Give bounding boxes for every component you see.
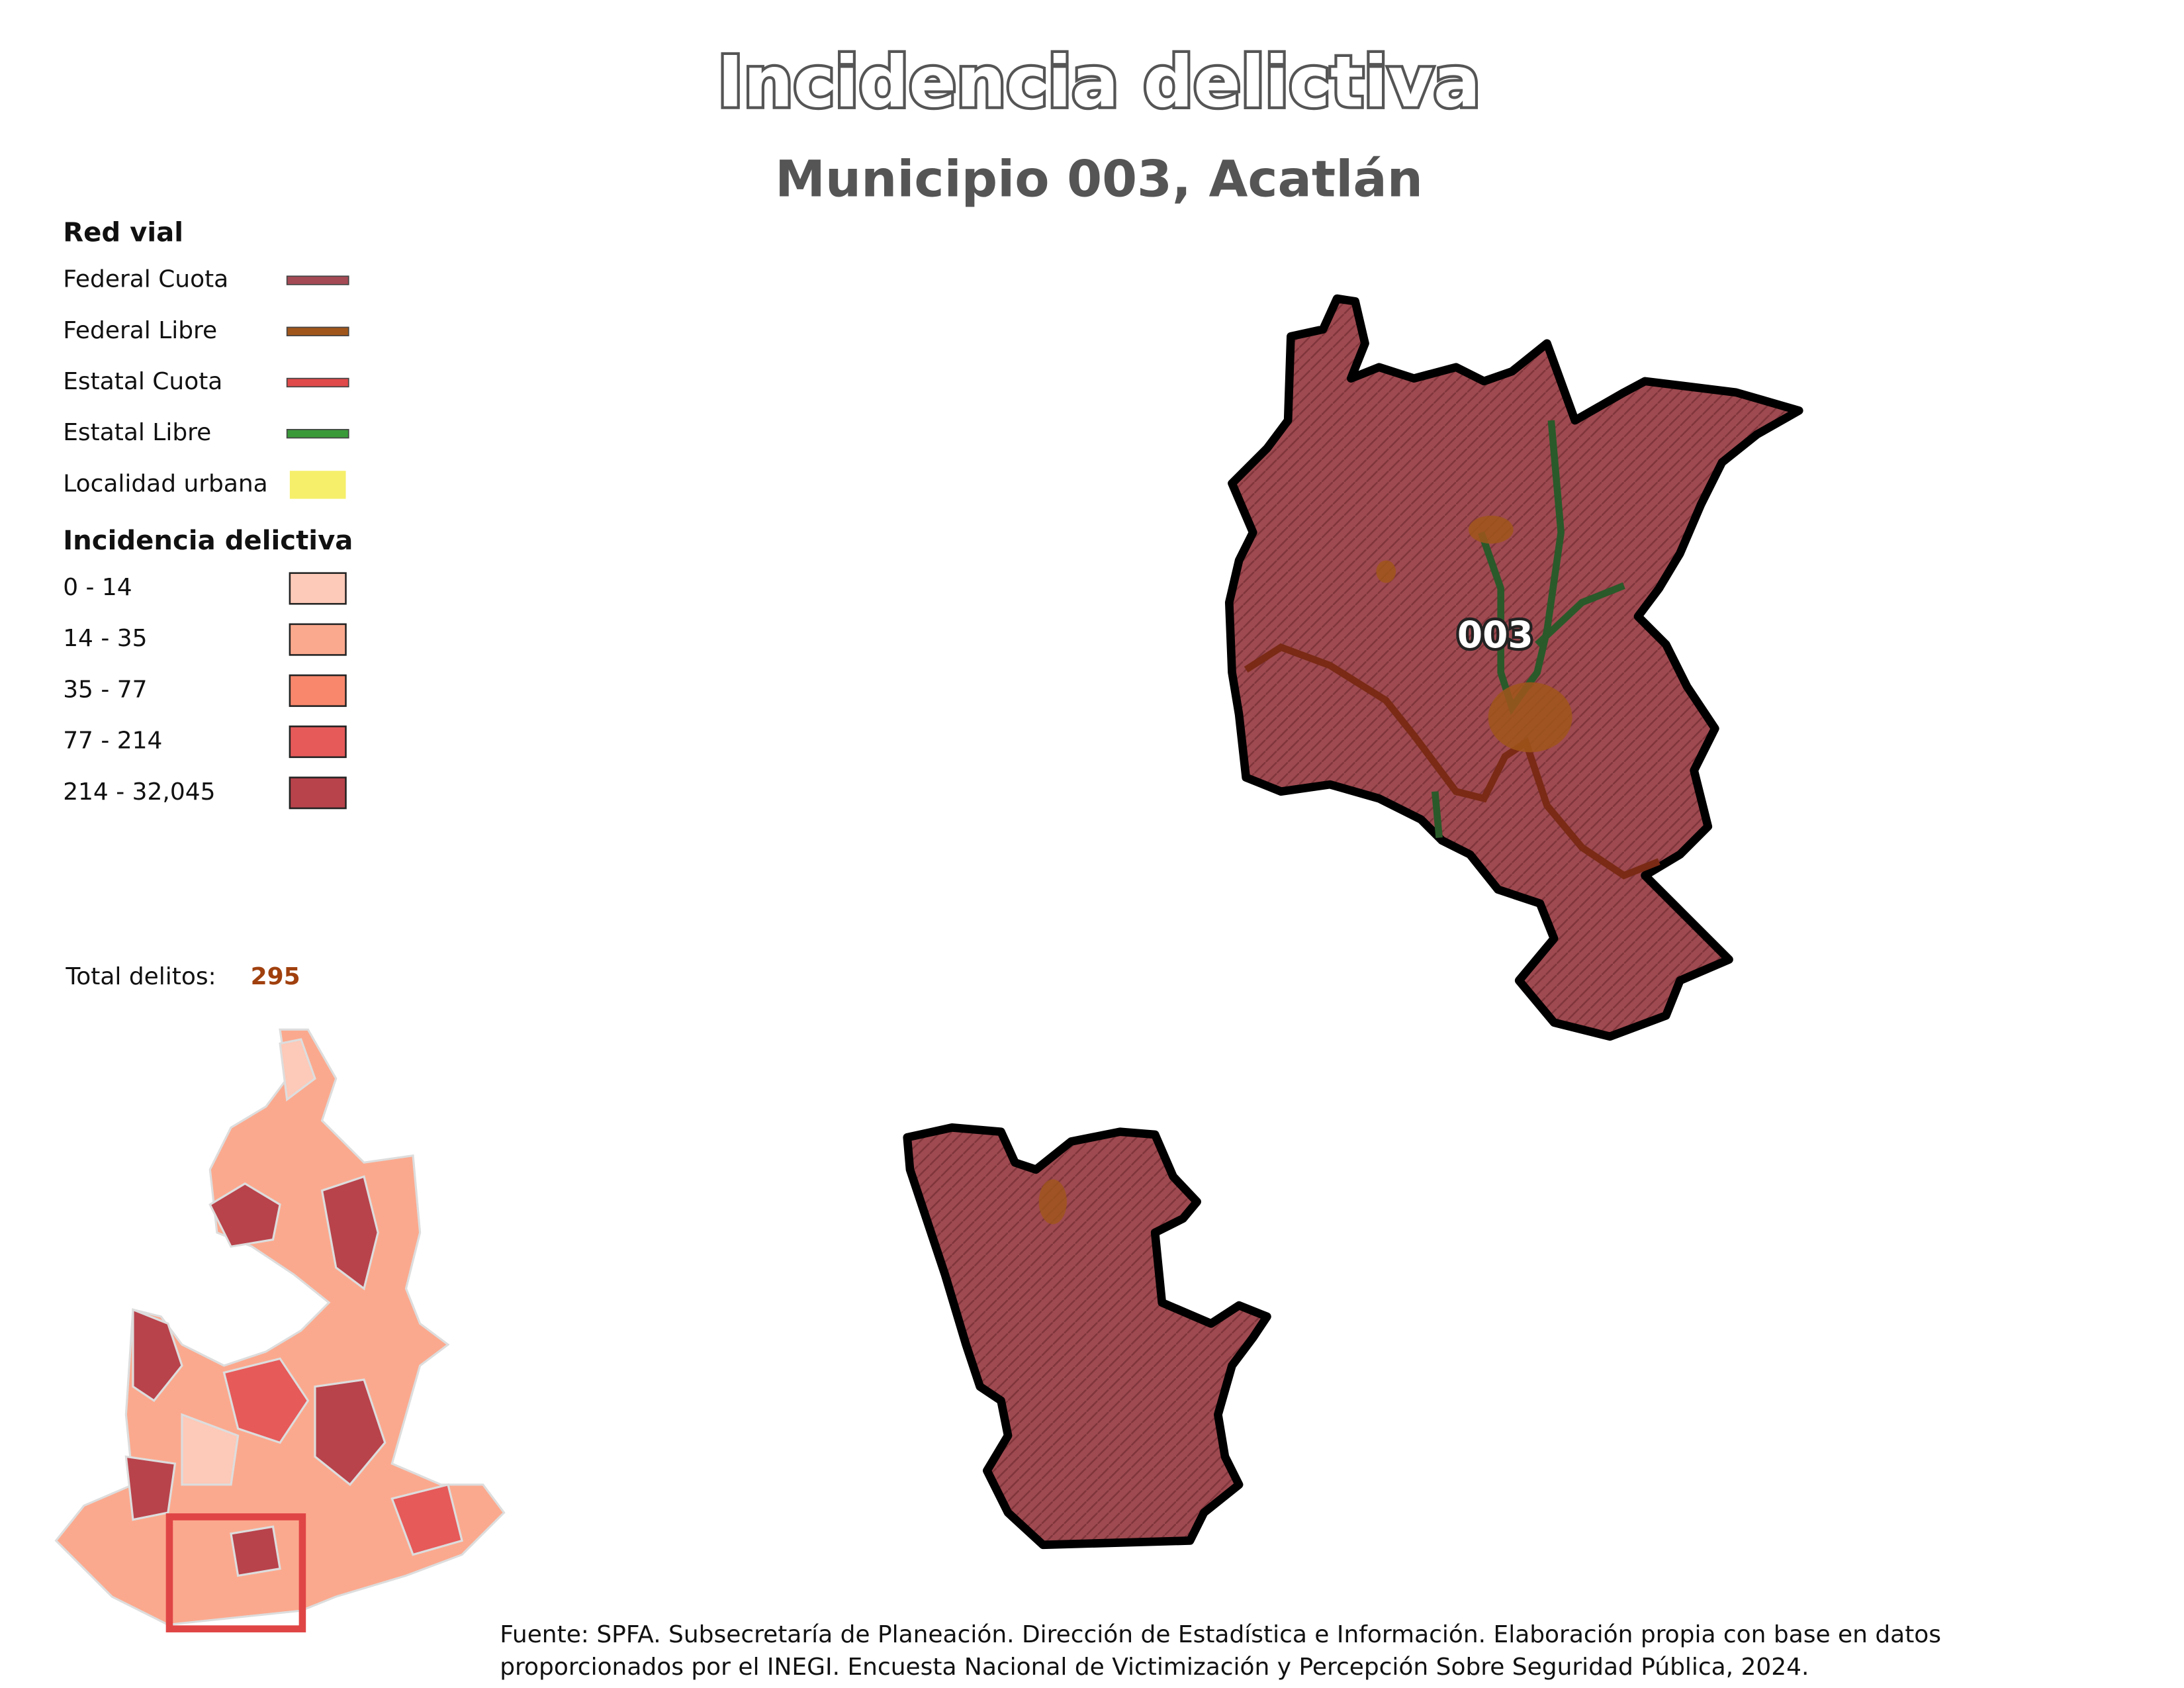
urban-area [1376,560,1396,583]
municipality-area [1224,294,1803,1041]
municipality-label: 003 [1457,614,1533,656]
legend-swatch [289,674,347,707]
legend-label: 0 - 14 [63,574,132,601]
municipality-map: 003 [903,294,1803,1550]
legend-label: 35 - 77 [63,676,147,703]
legend-title: Red vial [63,218,183,248]
road [1432,791,1443,838]
legend-label: Federal Cuota [63,266,228,293]
municipality-area [903,1123,1271,1550]
legend-swatch [289,726,347,759]
urban-area [1488,682,1572,753]
legend-swatch [286,326,349,336]
legend-swatch [289,623,347,656]
legend-label: 77 - 214 [63,727,162,755]
urban-area [1038,1179,1067,1225]
legend-label: 214 - 32,045 [63,778,215,806]
legend-label: Estatal Libre [63,419,211,446]
legend-swatch [289,471,346,499]
legend-swatch [289,572,347,605]
legend-label: Estatal Cuota [63,368,222,395]
total-value: 295 [251,963,300,990]
locator-map [54,1028,506,1632]
legend-swatch [286,275,349,285]
legend: Red vial Incidencia delictiva Federal Cu… [63,218,353,810]
legend-swatch [289,776,347,810]
legend-label: Federal Libre [63,317,217,344]
legend-swatch [286,429,349,439]
urban-area [1469,515,1514,544]
total-label: Total delitos: [65,963,216,990]
source-text: Fuente: SPFA. Subsecretaría de Planeació… [500,1621,1941,1648]
legend-swatch [286,377,349,388]
locator-box [165,1513,306,1632]
legend-label: 14 - 35 [63,625,147,652]
legend-title: Incidencia delictiva [63,526,353,556]
road [1244,643,1661,880]
legend-label: Localidad urbana [63,470,268,497]
road [1535,582,1625,647]
subtitle: Municipio 003, Acatlán [775,149,1423,208]
source-text: proporcionados por el INEGI. Encuesta Na… [500,1654,1809,1681]
title: Incidencia delictiva [717,41,1480,122]
